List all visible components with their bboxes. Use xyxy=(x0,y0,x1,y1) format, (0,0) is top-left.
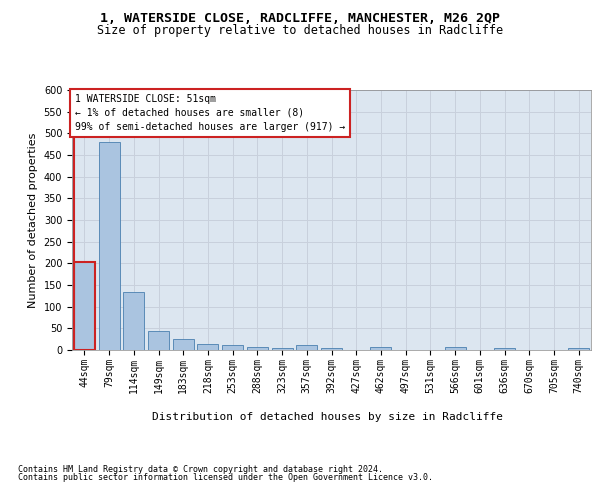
Bar xyxy=(370,348,391,350)
Bar xyxy=(148,332,169,350)
Bar xyxy=(222,345,243,350)
Bar xyxy=(272,348,293,350)
Bar xyxy=(494,348,515,350)
Text: 1, WATERSIDE CLOSE, RADCLIFFE, MANCHESTER, M26 2QP: 1, WATERSIDE CLOSE, RADCLIFFE, MANCHESTE… xyxy=(100,12,500,26)
Bar xyxy=(296,345,317,350)
Bar xyxy=(197,344,218,350)
Text: Contains public sector information licensed under the Open Government Licence v3: Contains public sector information licen… xyxy=(18,474,433,482)
Text: Distribution of detached houses by size in Radcliffe: Distribution of detached houses by size … xyxy=(151,412,503,422)
Bar xyxy=(321,348,342,350)
Bar xyxy=(568,348,589,350)
Bar xyxy=(98,142,119,350)
Bar xyxy=(74,262,95,350)
Y-axis label: Number of detached properties: Number of detached properties xyxy=(28,132,38,308)
Text: 1 WATERSIDE CLOSE: 51sqm
← 1% of detached houses are smaller (8)
99% of semi-det: 1 WATERSIDE CLOSE: 51sqm ← 1% of detache… xyxy=(74,94,345,132)
Bar xyxy=(123,292,144,350)
Bar xyxy=(247,348,268,350)
Bar xyxy=(445,346,466,350)
Text: Size of property relative to detached houses in Radcliffe: Size of property relative to detached ho… xyxy=(97,24,503,37)
Bar xyxy=(173,339,194,350)
Text: Contains HM Land Registry data © Crown copyright and database right 2024.: Contains HM Land Registry data © Crown c… xyxy=(18,465,383,474)
